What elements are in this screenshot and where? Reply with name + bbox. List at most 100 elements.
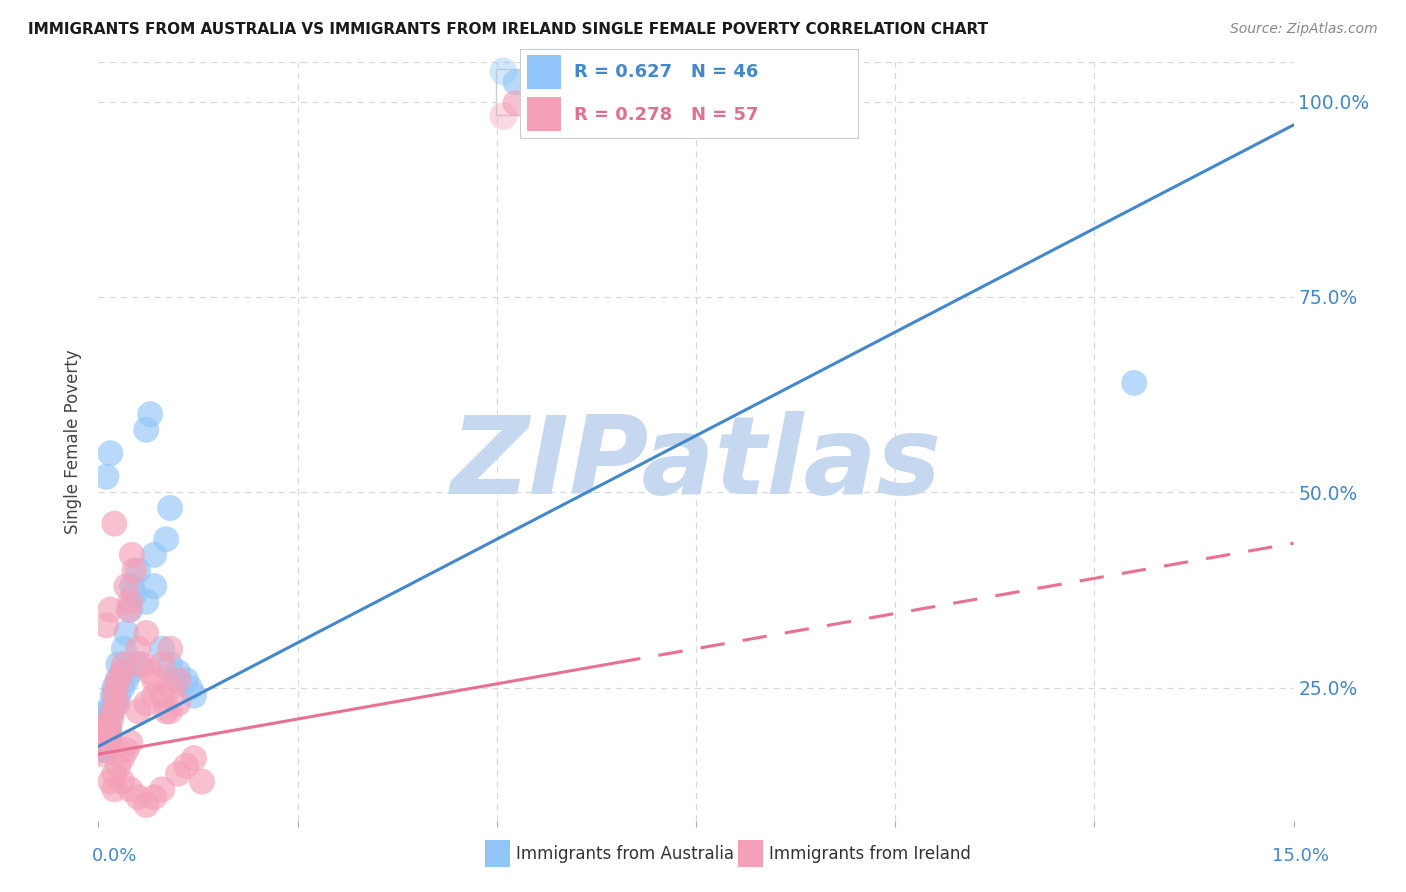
- Immigrants from Australia: [103, 697, 125, 711]
- Immigrants from Australia: [96, 712, 118, 726]
- Immigrants from Ireland: [101, 704, 124, 718]
- Y-axis label: Single Female Poverty: Single Female Poverty: [65, 350, 83, 533]
- Immigrants from Ireland: [103, 689, 125, 703]
- Immigrants from Ireland: [155, 704, 177, 718]
- Immigrants from Ireland: [107, 673, 129, 687]
- Immigrants from Australia: [94, 735, 117, 749]
- Immigrants from Ireland: [103, 782, 125, 797]
- Immigrants from Ireland: [103, 516, 125, 531]
- Immigrants from Australia: [90, 720, 112, 734]
- Immigrants from Ireland: [135, 626, 157, 640]
- Immigrants from Australia: [107, 689, 129, 703]
- Immigrants from Australia: [96, 743, 118, 757]
- Text: R = 0.627   N = 46: R = 0.627 N = 46: [574, 63, 759, 81]
- Immigrants from Australia: [107, 673, 129, 687]
- Immigrants from Ireland: [167, 673, 190, 687]
- Immigrants from Ireland: [107, 759, 129, 773]
- Immigrants from Ireland: [98, 774, 122, 789]
- FancyBboxPatch shape: [527, 97, 561, 131]
- Immigrants from Ireland: [124, 564, 146, 578]
- Immigrants from Australia: [96, 469, 118, 483]
- Immigrants from Ireland: [159, 681, 181, 695]
- Immigrants from Ireland: [94, 743, 117, 757]
- Immigrants from Ireland: [104, 681, 127, 695]
- Immigrants from Australia: [93, 720, 115, 734]
- Immigrants from Australia: [101, 689, 124, 703]
- Immigrants from Ireland: [107, 697, 129, 711]
- Immigrants from Australia: [143, 579, 166, 593]
- Text: 0.0%: 0.0%: [91, 847, 136, 865]
- Immigrants from Australia: [97, 728, 120, 742]
- Immigrants from Australia: [100, 704, 122, 718]
- Immigrants from Ireland: [127, 790, 149, 805]
- Text: IMMIGRANTS FROM AUSTRALIA VS IMMIGRANTS FROM IRELAND SINGLE FEMALE POVERTY CORRE: IMMIGRANTS FROM AUSTRALIA VS IMMIGRANTS …: [28, 22, 988, 37]
- Immigrants from Ireland: [112, 657, 135, 672]
- Text: Immigrants from Australia: Immigrants from Australia: [516, 845, 734, 863]
- Immigrants from Ireland: [111, 665, 134, 680]
- Point: [89, 735, 111, 749]
- Text: Immigrants from Ireland: Immigrants from Ireland: [769, 845, 972, 863]
- Immigrants from Ireland: [111, 751, 134, 765]
- Immigrants from Ireland: [143, 673, 166, 687]
- Immigrants from Ireland: [135, 797, 157, 812]
- Immigrants from Ireland: [91, 720, 114, 734]
- Point: [89, 715, 111, 730]
- Immigrants from Ireland: [121, 548, 143, 562]
- Immigrants from Australia: [159, 500, 181, 515]
- Immigrants from Ireland: [96, 735, 118, 749]
- Immigrants from Australia: [115, 673, 138, 687]
- Immigrants from Ireland: [150, 689, 173, 703]
- Immigrants from Australia: [174, 673, 197, 687]
- Immigrants from Australia: [163, 673, 186, 687]
- Immigrants from Ireland: [174, 759, 197, 773]
- Immigrants from Australia: [150, 641, 173, 656]
- Text: ZIPatlas: ZIPatlas: [450, 411, 942, 517]
- Immigrants from Australia: [124, 587, 146, 601]
- Point: [89, 731, 111, 746]
- Immigrants from Ireland: [118, 602, 141, 616]
- Immigrants from Australia: [139, 407, 162, 421]
- Immigrants from Ireland: [93, 728, 115, 742]
- Text: 15.0%: 15.0%: [1271, 847, 1329, 865]
- Immigrants from Australia: [159, 657, 181, 672]
- Immigrants from Ireland: [150, 782, 173, 797]
- Immigrants from Ireland: [159, 704, 181, 718]
- Immigrants from Australia: [1123, 376, 1146, 390]
- Immigrants from Australia: [91, 712, 114, 726]
- Immigrants from Australia: [98, 446, 122, 460]
- Immigrants from Ireland: [150, 657, 173, 672]
- Immigrants from Ireland: [135, 697, 157, 711]
- Immigrants from Ireland: [98, 728, 121, 742]
- Immigrants from Ireland: [143, 790, 166, 805]
- Point: [89, 728, 111, 742]
- Point: [89, 723, 111, 738]
- Immigrants from Australia: [103, 681, 125, 695]
- Immigrants from Australia: [121, 579, 143, 593]
- Immigrants from Ireland: [115, 743, 138, 757]
- Immigrants from Ireland: [159, 641, 181, 656]
- Immigrants from Australia: [135, 423, 157, 437]
- Immigrants from Australia: [91, 728, 114, 742]
- Immigrants from Ireland: [120, 595, 142, 609]
- Immigrants from Australia: [111, 681, 134, 695]
- Immigrants from Ireland: [103, 766, 125, 780]
- Immigrants from Ireland: [167, 766, 190, 780]
- Immigrants from Australia: [111, 665, 134, 680]
- Immigrants from Ireland: [127, 641, 149, 656]
- Immigrants from Ireland: [127, 704, 149, 718]
- Point: [90, 720, 112, 734]
- Point: [89, 739, 111, 754]
- Immigrants from Ireland: [98, 602, 122, 616]
- Immigrants from Ireland: [111, 774, 134, 789]
- Immigrants from Ireland: [167, 697, 190, 711]
- Immigrants from Australia: [112, 641, 135, 656]
- Immigrants from Australia: [120, 665, 142, 680]
- Immigrants from Ireland: [90, 728, 112, 742]
- Immigrants from Australia: [107, 657, 129, 672]
- Immigrants from Australia: [94, 704, 117, 718]
- Immigrants from Ireland: [97, 720, 120, 734]
- Immigrants from Australia: [98, 720, 121, 734]
- Immigrants from Ireland: [191, 774, 214, 789]
- Immigrants from Australia: [104, 697, 127, 711]
- Immigrants from Ireland: [100, 712, 122, 726]
